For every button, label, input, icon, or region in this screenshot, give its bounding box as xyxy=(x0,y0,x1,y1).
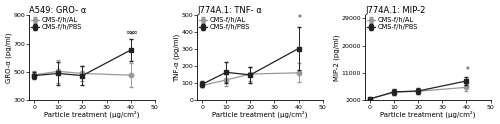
Text: *: * xyxy=(130,31,134,40)
Y-axis label: MIP-2 (pg/ml): MIP-2 (pg/ml) xyxy=(334,35,340,81)
Y-axis label: TNF-α (pg/ml): TNF-α (pg/ml) xyxy=(174,34,180,82)
Text: *: * xyxy=(466,66,469,76)
X-axis label: Particle treatment (μg/cm²): Particle treatment (μg/cm²) xyxy=(44,111,140,118)
X-axis label: Particle treatment (μg/cm²): Particle treatment (μg/cm²) xyxy=(212,111,308,118)
Text: *: * xyxy=(298,14,302,23)
Y-axis label: GRO-α (pg/ml): GRO-α (pg/ml) xyxy=(6,33,12,83)
Text: ∞∞: ∞∞ xyxy=(126,28,138,37)
Text: J774A.1: TNF- α: J774A.1: TNF- α xyxy=(198,6,262,15)
Text: J774A.1: MIP-2: J774A.1: MIP-2 xyxy=(365,6,426,15)
Legend: CMS-f/h/AL, CMS-f/h/PBS: CMS-f/h/AL, CMS-f/h/PBS xyxy=(198,17,250,31)
Legend: CMS-f/h/AL, CMS-f/h/PBS: CMS-f/h/AL, CMS-f/h/PBS xyxy=(30,17,82,31)
Text: A549: GRO- α: A549: GRO- α xyxy=(30,6,86,15)
Legend: CMS-f/h/AL, CMS-f/h/PBS: CMS-f/h/AL, CMS-f/h/PBS xyxy=(366,17,418,31)
X-axis label: Particle treatment (μg/cm²): Particle treatment (μg/cm²) xyxy=(380,111,476,118)
